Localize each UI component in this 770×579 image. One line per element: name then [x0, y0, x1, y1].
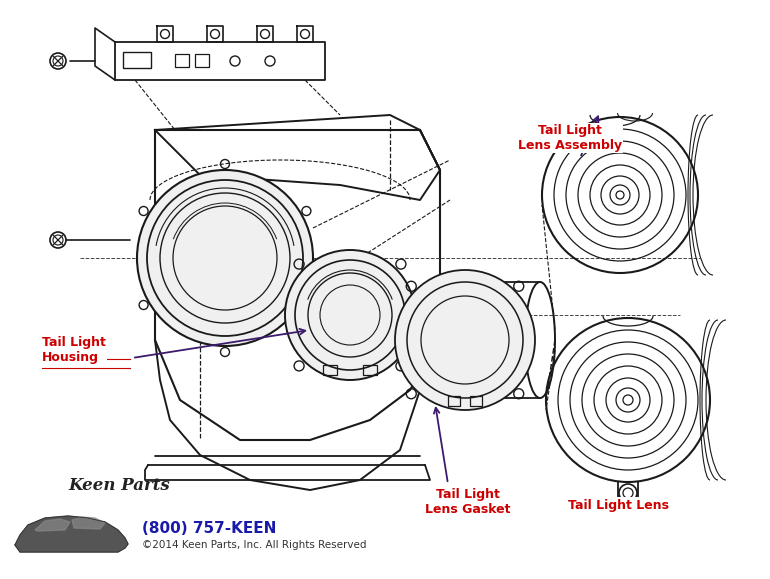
Text: Tail Light
Lens Assembly: Tail Light Lens Assembly	[518, 124, 622, 152]
Circle shape	[137, 170, 313, 346]
Bar	[448, 396, 460, 406]
Bar	[123, 52, 151, 68]
Text: Keen Parts: Keen Parts	[68, 477, 169, 494]
Text: Tail Light
Lens Gasket: Tail Light Lens Gasket	[425, 488, 511, 516]
Polygon shape	[15, 516, 128, 552]
Polygon shape	[72, 517, 105, 529]
Circle shape	[285, 250, 415, 380]
Text: Tail Light Lens: Tail Light Lens	[567, 499, 668, 511]
Polygon shape	[35, 519, 70, 531]
Text: ©2014 Keen Parts, Inc. All Rights Reserved: ©2014 Keen Parts, Inc. All Rights Reserv…	[142, 540, 367, 550]
Bar	[470, 396, 482, 406]
Bar	[175, 54, 189, 67]
Bar	[363, 365, 377, 375]
Text: (800) 757-KEEN: (800) 757-KEEN	[142, 521, 276, 536]
Circle shape	[395, 270, 535, 410]
Bar	[323, 365, 337, 375]
Text: Tail Light
Housing: Tail Light Housing	[42, 336, 106, 364]
Bar	[195, 54, 209, 67]
